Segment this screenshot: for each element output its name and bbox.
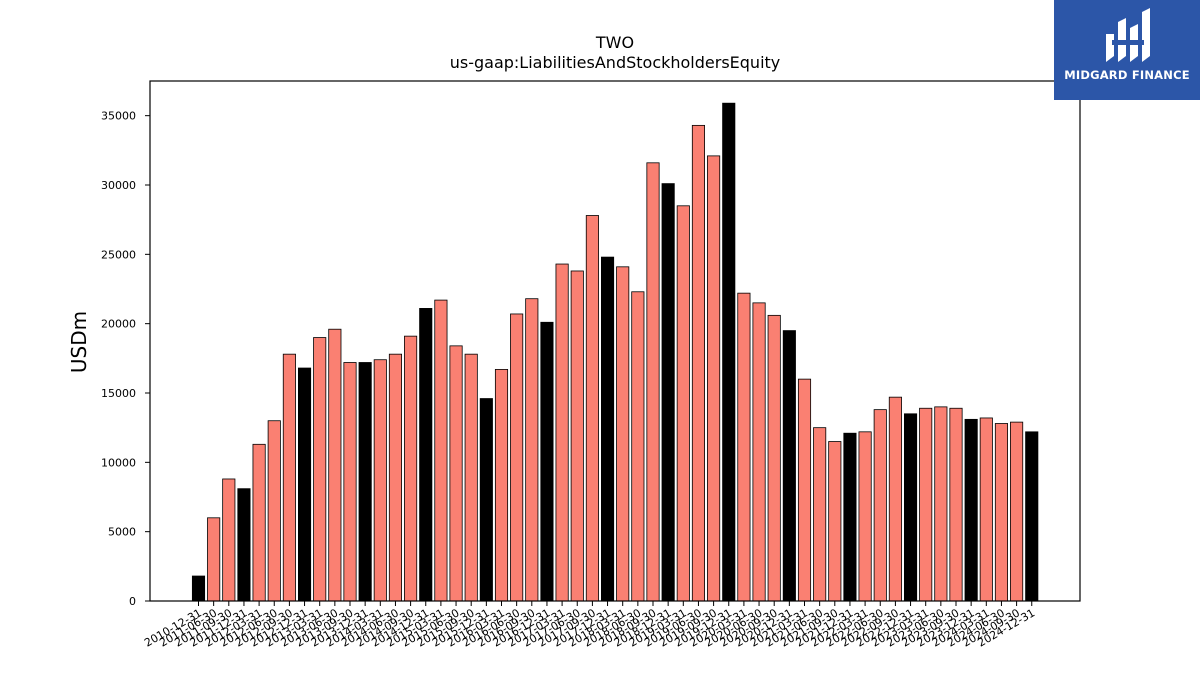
y-tick-label: 5000 [108,526,136,539]
bar [616,266,630,602]
midgard-logo: MIDGARD FINANCE [1054,0,1200,100]
bar [419,308,433,602]
bar [691,124,705,602]
bar [191,575,206,602]
bar [297,367,312,602]
bar [843,432,857,602]
bar [797,378,812,602]
bar [888,396,902,602]
bar [540,321,554,602]
bar [767,314,781,602]
bar [494,369,509,602]
y-tick-label: 15000 [101,387,136,400]
y-tick-label: 0 [129,595,136,608]
bar [358,362,372,602]
bar [934,406,948,602]
y-axis-label: USDm [67,311,91,373]
y-tick-label: 20000 [101,318,136,331]
bar [1025,431,1039,602]
bar [449,345,463,602]
bar [979,417,993,602]
y-axis: 0 5000 10000 15000 20000 25000 30000 35000 [101,110,150,608]
bar [237,488,251,602]
bar [949,407,963,602]
bar [328,328,342,602]
bar [904,413,918,602]
bar [464,353,478,602]
bar [282,353,296,602]
bar [919,407,933,602]
bar [646,162,660,602]
bar [585,215,599,602]
y-tick-label: 10000 [101,456,136,469]
x-axis: 2010-12-312011-06-302011-09-302011-12-31… [142,601,1037,650]
bar [373,359,387,602]
bar [343,362,357,602]
bar [813,427,827,602]
bar [404,335,418,602]
bar [722,102,736,602]
bar [737,292,751,602]
bar [601,256,615,602]
bar [510,313,524,602]
bar [313,337,327,602]
bar [434,299,448,602]
bars [191,102,1039,602]
bar [828,441,842,602]
bar [555,263,569,602]
bar [631,291,645,602]
bar [252,443,266,602]
plot-frame [149,80,1081,602]
bar [994,423,1008,602]
bar [707,155,721,602]
bar [661,183,675,602]
y-tick-label: 25000 [101,248,136,261]
bar [964,418,978,602]
bar [1010,421,1024,602]
bar [479,398,493,602]
bar [222,478,236,602]
bar [207,517,221,602]
y-tick-label: 35000 [101,110,136,123]
bar [267,420,281,602]
midgard-logo-mark-icon [1106,8,1150,62]
bar [676,205,690,602]
bar [873,409,887,602]
bar [525,298,539,602]
bar [858,431,872,602]
y-tick-label: 30000 [101,179,136,192]
chart-subtitle: us-gaap:LiabilitiesAndStockholdersEquity [450,53,781,72]
bar [752,302,766,602]
logo-text: MIDGARD FINANCE [1064,68,1190,82]
bar [782,330,796,602]
chart-title: TWO [595,33,634,52]
bar [570,270,584,602]
bar [388,353,402,602]
